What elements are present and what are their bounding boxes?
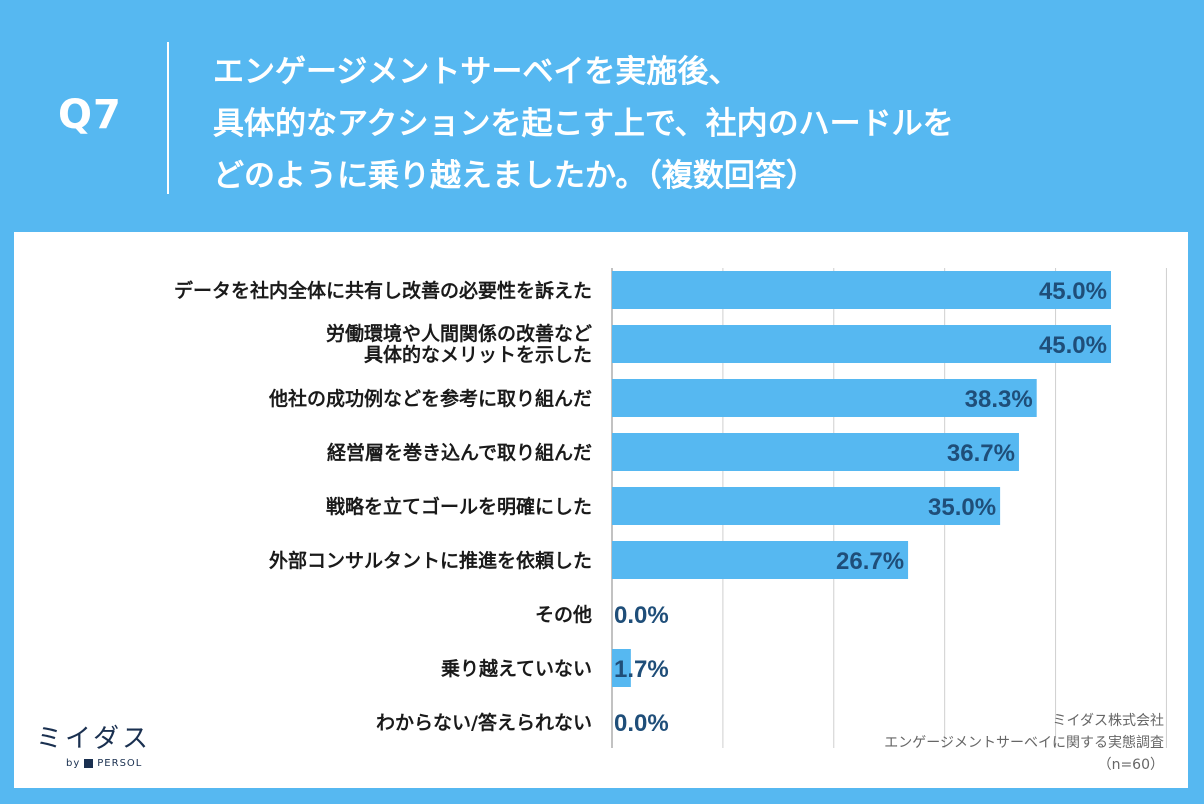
- category-label: 外部コンサルタントに推進を依頼した: [269, 549, 592, 572]
- value-label: 35.0%: [928, 494, 996, 521]
- bar-chart: データを社内全体に共有し改善の必要性を訴えた 45.0% 労働環境や人間関係の改善な…: [174, 268, 1167, 748]
- credit-company: ミイダス株式会社: [1052, 713, 1164, 729]
- logo-wordmark: ミイダス: [36, 724, 151, 754]
- value-label: 0.0%: [614, 710, 669, 737]
- category-label: 戦略を立てゴールを明確にした: [326, 495, 592, 518]
- category-label: 他社の成功例などを参考に取り組んだ: [268, 387, 592, 410]
- category-label: 労働環境や人間関係の改善など: [326, 322, 592, 345]
- category-label: 乗り越えていない: [441, 657, 592, 680]
- header-divider: [167, 42, 169, 194]
- value-label: 38.3%: [965, 386, 1033, 413]
- bar: [612, 541, 909, 579]
- persol-icon: [84, 759, 94, 768]
- logo-by: by: [66, 758, 81, 769]
- value-label: 0.0%: [614, 602, 669, 629]
- credit-survey: エンゲージメントサーベイに関する実態調査: [884, 735, 1164, 751]
- category-label: 経営層を巻き込んで取り組んだ: [327, 441, 592, 464]
- value-label: 1.7%: [614, 656, 669, 683]
- value-label: 45.0%: [1039, 278, 1107, 305]
- value-label: 45.0%: [1039, 332, 1107, 359]
- bar: [612, 325, 1111, 363]
- credit-sample: （n=60）: [1097, 757, 1164, 773]
- category-label: わからない/答えられない: [376, 711, 592, 734]
- value-label: 36.7%: [947, 440, 1015, 467]
- chart-panel: データを社内全体に共有し改善の必要性を訴えた 45.0% 労働環境や人間関係の改善な…: [14, 232, 1188, 788]
- miidas-logo: ミイダス by PERSOL: [36, 724, 186, 774]
- question-number: Q7: [58, 92, 122, 138]
- source-credit: ミイダス株式会社 エンゲージメントサーベイに関する実態調査 （n=60）: [884, 710, 1164, 776]
- bar: [612, 433, 1019, 471]
- bar: [612, 271, 1111, 309]
- bar: [612, 649, 631, 687]
- bar: [612, 379, 1037, 417]
- bar: [612, 487, 1001, 525]
- category-label: 具体的なメリットを示した: [364, 343, 592, 366]
- value-label: 26.7%: [836, 548, 904, 575]
- logo-brand: PERSOL: [97, 758, 143, 769]
- header: Q7 エンゲージメントサーベイを実施後、 具体的なアクションを起こす上で、社内の…: [0, 0, 1204, 232]
- question-text: エンゲージメントサーベイを実施後、 具体的なアクションを起こす上で、社内のハード…: [213, 54, 954, 194]
- category-label: その他: [535, 603, 592, 626]
- logo-byline: by PERSOL: [66, 758, 186, 769]
- category-label: データを社内全体に共有し改善の必要性を訴えた: [174, 279, 592, 302]
